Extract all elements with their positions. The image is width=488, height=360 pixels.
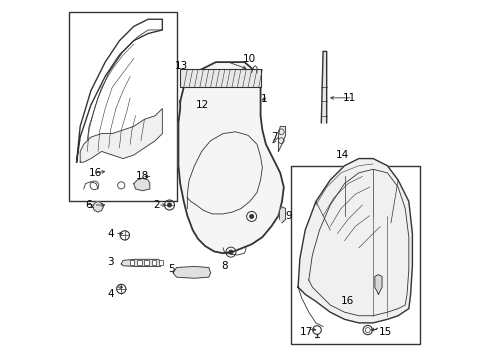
Bar xyxy=(180,69,260,87)
Polygon shape xyxy=(278,126,285,152)
Text: 11: 11 xyxy=(342,93,355,103)
Polygon shape xyxy=(321,51,326,123)
Polygon shape xyxy=(93,202,103,212)
Polygon shape xyxy=(374,275,381,294)
Text: 7: 7 xyxy=(271,132,277,142)
Text: 8: 8 xyxy=(221,261,227,271)
Polygon shape xyxy=(298,158,411,323)
Polygon shape xyxy=(121,259,160,266)
Text: 6: 6 xyxy=(85,200,92,210)
Text: 14: 14 xyxy=(335,150,348,160)
Bar xyxy=(144,260,148,265)
Text: 17: 17 xyxy=(299,327,312,337)
Bar xyxy=(159,260,163,265)
Circle shape xyxy=(228,249,233,255)
Polygon shape xyxy=(173,266,210,278)
Bar xyxy=(130,260,134,265)
Polygon shape xyxy=(80,109,162,162)
Polygon shape xyxy=(279,207,285,223)
Text: 10: 10 xyxy=(242,54,255,64)
Text: 18: 18 xyxy=(135,171,148,181)
Bar xyxy=(69,12,176,202)
Polygon shape xyxy=(178,62,283,253)
Bar xyxy=(151,260,156,265)
Text: 16: 16 xyxy=(340,296,353,306)
Circle shape xyxy=(166,203,172,207)
Text: 9: 9 xyxy=(285,211,292,221)
Circle shape xyxy=(248,214,254,219)
Text: 4: 4 xyxy=(107,289,113,299)
Text: 4: 4 xyxy=(107,229,113,239)
Text: 3: 3 xyxy=(107,257,113,267)
Text: 2: 2 xyxy=(153,200,160,210)
Text: 12: 12 xyxy=(196,100,209,110)
Text: 15: 15 xyxy=(378,327,391,337)
Bar xyxy=(290,166,419,344)
Text: 5: 5 xyxy=(167,264,174,274)
Text: 1: 1 xyxy=(260,94,266,104)
Polygon shape xyxy=(134,178,149,191)
Text: 13: 13 xyxy=(175,61,188,71)
Text: 16: 16 xyxy=(89,168,102,178)
Bar xyxy=(137,260,142,265)
